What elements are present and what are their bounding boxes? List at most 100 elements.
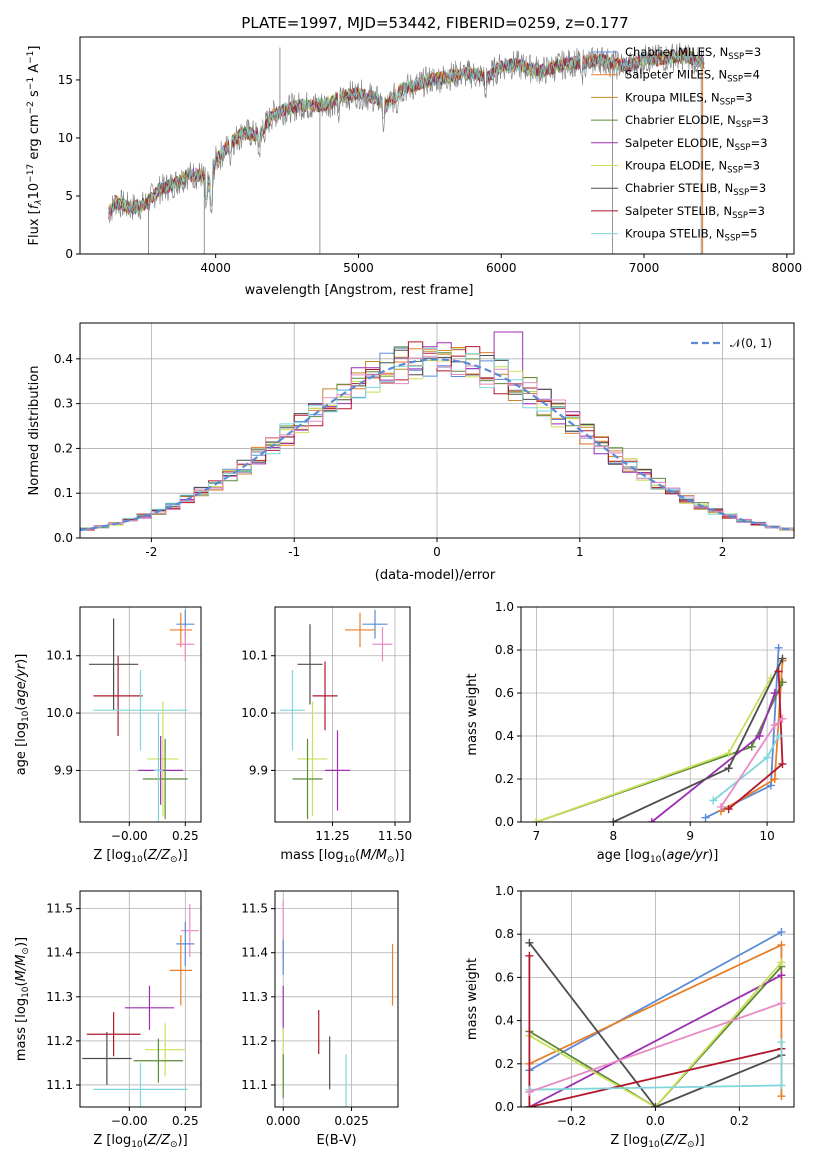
legend: Chabrier MILES, NSSP=3 Salpeter MILES, NS… bbox=[591, 45, 769, 244]
y-tick-label: 11.5 bbox=[46, 902, 73, 916]
x-tick-label: 7000 bbox=[629, 261, 660, 275]
x-tick-label: −0.00 bbox=[111, 1114, 148, 1128]
data-point bbox=[525, 1103, 534, 1107]
data-point bbox=[777, 999, 786, 1008]
hist-extra_pink bbox=[80, 355, 794, 530]
y-tick-label: 1.0 bbox=[495, 600, 514, 614]
data-point bbox=[770, 721, 779, 730]
series-line bbox=[528, 942, 782, 1107]
plot-area bbox=[82, 904, 199, 1107]
legend-label: Salpeter MILES, NSSP=4 bbox=[625, 68, 760, 85]
y-tick-label: 10 bbox=[58, 131, 73, 145]
y-tick-label: 11.3 bbox=[241, 990, 268, 1004]
panel-age_vs_mass: 11.25 11.50 9.9 10.0 10.1 mass [log10(M/M⊙)] bbox=[241, 606, 412, 865]
data-point bbox=[763, 753, 772, 762]
y-tick-label: 0.1 bbox=[54, 486, 73, 500]
data-point bbox=[766, 781, 775, 790]
x-axis-label: E(B-V) bbox=[316, 1133, 356, 1148]
model-kroupa-stelib bbox=[108, 50, 705, 214]
panel-residual_histogram: -2 -1 0 1 2 0.0 0.1 0.2 0.3 0.4 𝒩(0, 1) (data-model… bbox=[27, 322, 795, 583]
y-tick-label: 10.1 bbox=[241, 649, 268, 663]
model-salpeter-miles bbox=[108, 50, 705, 220]
series-line bbox=[528, 974, 782, 1107]
x-tick-label: -1 bbox=[288, 545, 300, 559]
legend-label: Salpeter ELODIE, NSSP=3 bbox=[625, 136, 768, 153]
x-axis-label: (data-model)/error bbox=[375, 568, 496, 583]
x-tick-label: 11.50 bbox=[378, 829, 412, 843]
x-tick-label: -2 bbox=[145, 545, 157, 559]
axes-frame bbox=[520, 606, 795, 823]
plot-area bbox=[88, 609, 195, 822]
data-point bbox=[716, 802, 725, 811]
data-point bbox=[777, 941, 786, 949]
y-axis-label: Normed distribution bbox=[27, 366, 42, 496]
data-point bbox=[709, 796, 718, 805]
x-tick-label: 10 bbox=[759, 829, 774, 843]
y-tick-label: 0.0 bbox=[54, 531, 73, 545]
data-point bbox=[755, 732, 764, 740]
y-tick-label: 0.8 bbox=[495, 643, 514, 657]
data-point bbox=[747, 742, 756, 751]
series-line bbox=[705, 647, 780, 819]
plot-area bbox=[532, 643, 787, 822]
x-tick-label: 1 bbox=[576, 545, 584, 559]
series-line bbox=[528, 931, 782, 1072]
data-point bbox=[724, 805, 733, 814]
x-tick-label: 0.2 bbox=[730, 1114, 749, 1128]
y-tick-label: 10.0 bbox=[241, 706, 268, 720]
data-point bbox=[525, 938, 534, 947]
x-tick-label: 8000 bbox=[772, 261, 803, 275]
panel-spectrum: 4000 5000 6000 7000 8000 0 5 10 15 Chabrier MILES… bbox=[26, 36, 803, 298]
data-point bbox=[777, 1081, 786, 1090]
panel-age_vs_Z: −0.00 0.25 9.9 10.0 10.1 Z [log10(Z/Z⊙)] age [… bbox=[14, 606, 202, 865]
y-tick-label: 11.1 bbox=[46, 1078, 73, 1092]
y-tick-label: 9.9 bbox=[54, 763, 73, 777]
x-tick-label: 0.25 bbox=[172, 1114, 199, 1128]
x-tick-label: −0.2 bbox=[557, 1114, 586, 1128]
model-salpeter-elodie bbox=[108, 49, 705, 219]
data-point bbox=[777, 958, 786, 967]
legend-label: Chabrier MILES, NSSP=3 bbox=[625, 45, 761, 62]
y-tick-label: 0.2 bbox=[495, 1057, 514, 1071]
y-tick-label: 0.2 bbox=[54, 441, 73, 455]
y-tick-label: 0.6 bbox=[495, 686, 514, 700]
legend-label: Chabrier ELODIE, NSSP=3 bbox=[625, 113, 769, 130]
y-tick-label: 0.4 bbox=[54, 352, 73, 366]
axes-frame bbox=[79, 890, 202, 1108]
data-point bbox=[777, 971, 786, 980]
x-tick-label: 0.000 bbox=[266, 1114, 300, 1128]
plot-area bbox=[525, 928, 786, 1107]
y-tick-label: 11.2 bbox=[241, 1034, 268, 1048]
data-point bbox=[778, 714, 787, 723]
data-point bbox=[525, 951, 534, 960]
data-point bbox=[770, 689, 779, 697]
series-line bbox=[528, 961, 783, 1107]
data-point bbox=[724, 749, 733, 758]
y-tick-label: 11.1 bbox=[241, 1078, 268, 1092]
y-tick-label: 11.4 bbox=[241, 946, 268, 960]
axes-frame bbox=[274, 606, 411, 823]
series-line bbox=[528, 955, 782, 1107]
y-tick-label: 11.3 bbox=[46, 990, 73, 1004]
x-tick-label: 9 bbox=[686, 829, 694, 843]
y-tick-label: 10.0 bbox=[46, 706, 73, 720]
y-tick-label: 0.2 bbox=[495, 772, 514, 786]
y-tick-label: 11.2 bbox=[46, 1034, 73, 1048]
x-axis-label: Z [log10(Z/Z⊙)] bbox=[93, 1133, 187, 1150]
y-tick-label: 9.9 bbox=[249, 763, 268, 777]
legend-label: 𝒩(0, 1) bbox=[730, 336, 772, 350]
x-tick-label: 11.25 bbox=[315, 829, 349, 843]
axes-frame bbox=[274, 890, 399, 1108]
y-tick-label: 11.4 bbox=[46, 946, 73, 960]
legend-label: Chabrier STELIB, NSSP=3 bbox=[625, 181, 766, 198]
x-axis-label: Z [log10(Z/Z⊙)] bbox=[610, 1133, 704, 1150]
y-axis-label: mass [log10(M/M⊙)] bbox=[14, 937, 31, 1061]
y-tick-label: 0.4 bbox=[495, 729, 514, 743]
x-tick-label: 0.0 bbox=[646, 1114, 665, 1128]
axes-frame bbox=[520, 890, 795, 1108]
panel-mass_weight_vs_Z: −0.2 0.0 0.2 0.0 0.2 0.4 0.6 0.8 1.0 Z [log10(Z/Z… bbox=[465, 884, 795, 1150]
series-line bbox=[612, 658, 784, 822]
data-point bbox=[609, 818, 618, 822]
x-axis-label: Z [log10(Z/Z⊙)] bbox=[93, 848, 187, 865]
